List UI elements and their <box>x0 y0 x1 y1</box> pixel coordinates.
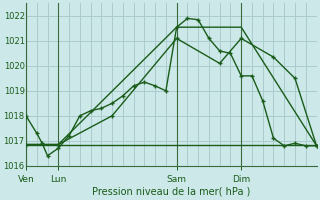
X-axis label: Pression niveau de la mer( hPa ): Pression niveau de la mer( hPa ) <box>92 187 251 197</box>
